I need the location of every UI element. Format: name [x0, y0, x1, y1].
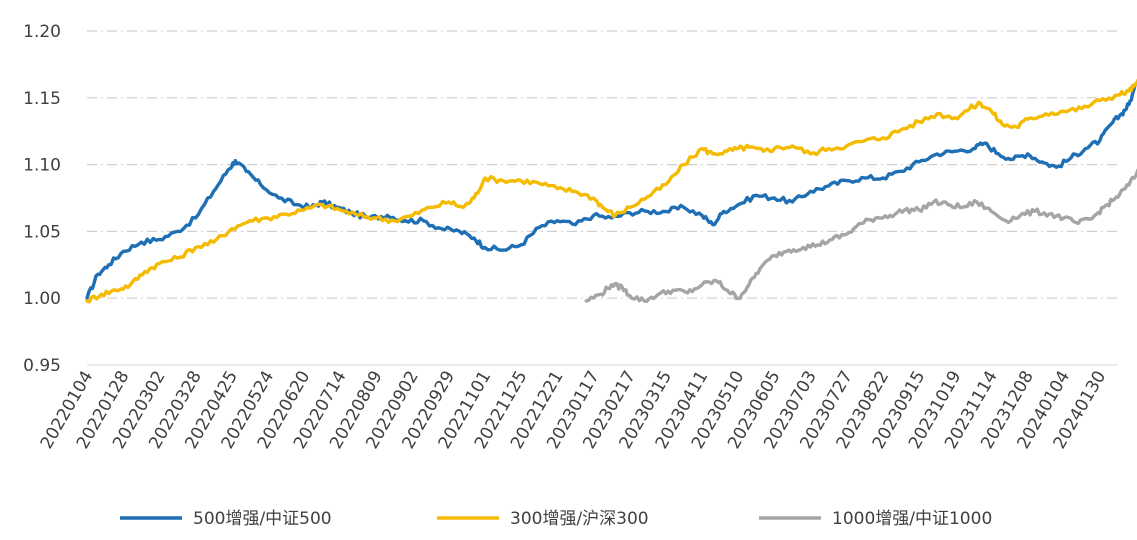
series-line [85, 82, 1137, 300]
legend-label: 300增强/沪深300 [510, 509, 649, 529]
series-lines [85, 78, 1137, 304]
y-tick-label: 1.00 [23, 289, 61, 309]
y-axis-ticks: 0.95 1.00 1.05 1.10 1.15 1.20 [23, 22, 61, 376]
y-tick-label: 0.95 [23, 356, 61, 376]
y-tick-label: 1.15 [23, 89, 61, 109]
legend: 500增强/中证500 300增强/沪深300 1000增强/中证1000 [120, 509, 992, 529]
x-axis-ticks: 2022010420220128202203022022032820220425… [37, 367, 1110, 452]
y-tick-label: 1.20 [23, 22, 61, 42]
y-tick-label: 1.10 [23, 156, 61, 176]
legend-label: 500增强/中证500 [193, 509, 332, 529]
legend-label: 1000增强/中证1000 [832, 509, 992, 529]
gridlines [87, 30, 1118, 366]
series-line [85, 78, 1137, 304]
y-tick-label: 1.05 [23, 222, 61, 242]
series-line [584, 168, 1137, 304]
